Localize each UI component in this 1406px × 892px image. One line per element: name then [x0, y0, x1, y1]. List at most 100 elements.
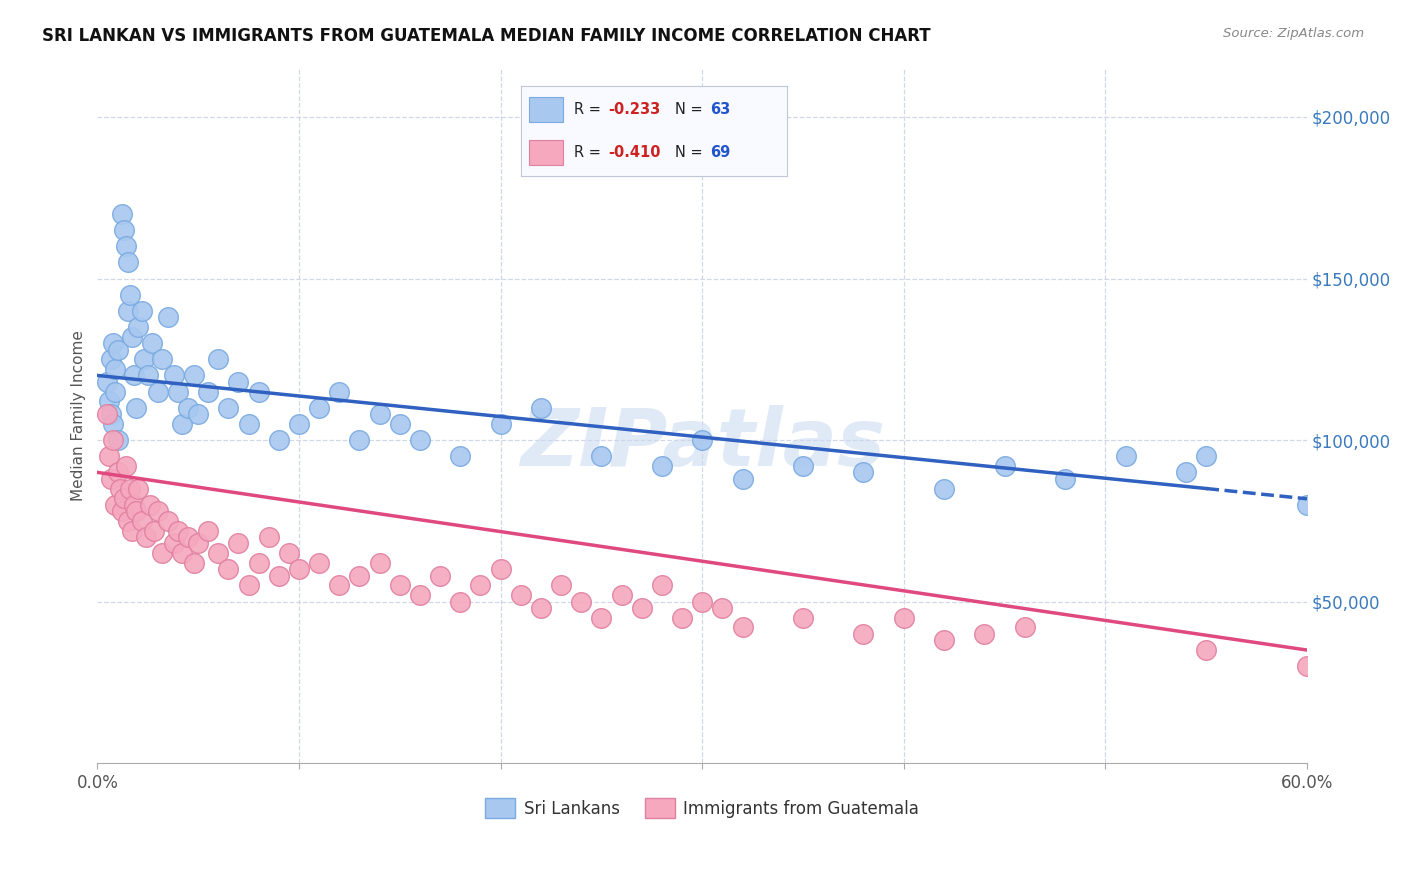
Point: [98, 449, 121, 463]
Point: [183, 368, 205, 383]
Point: [100, 352, 122, 367]
Point: [103, 433, 125, 447]
Point: [852, 627, 875, 641]
Point: [509, 588, 531, 602]
Point: [1054, 472, 1077, 486]
Point: [1195, 643, 1218, 657]
Point: [163, 536, 186, 550]
Point: [711, 601, 734, 615]
Point: [131, 303, 153, 318]
Point: [308, 401, 330, 415]
Point: [197, 384, 219, 399]
Point: [530, 401, 553, 415]
Point: [368, 407, 391, 421]
Point: [167, 384, 190, 399]
Point: [132, 352, 155, 367]
Point: [139, 498, 162, 512]
Point: [550, 578, 572, 592]
Point: [630, 601, 652, 615]
Point: [103, 417, 125, 431]
Point: [167, 524, 190, 538]
Point: [973, 627, 995, 641]
Point: [470, 578, 492, 592]
Point: [328, 384, 350, 399]
Point: [183, 556, 205, 570]
Point: [127, 320, 149, 334]
Point: [177, 401, 200, 415]
Point: [118, 287, 141, 301]
Point: [257, 530, 280, 544]
Point: [150, 546, 173, 560]
Point: [107, 466, 129, 480]
Point: [429, 568, 451, 582]
Point: [932, 482, 955, 496]
Point: [288, 417, 311, 431]
Point: [1296, 498, 1319, 512]
Legend: Sri Lankans, Immigrants from Guatemala: Sri Lankans, Immigrants from Guatemala: [479, 792, 925, 824]
Point: [449, 594, 471, 608]
Point: [114, 458, 136, 473]
Point: [932, 633, 955, 648]
Point: [96, 407, 118, 421]
Point: [150, 352, 173, 367]
Point: [135, 530, 157, 544]
Point: [349, 568, 371, 582]
Point: [100, 472, 122, 486]
Point: [1175, 466, 1198, 480]
Point: [217, 401, 239, 415]
Point: [146, 384, 169, 399]
Point: [994, 458, 1017, 473]
Point: [141, 336, 163, 351]
Point: [267, 568, 290, 582]
Point: [247, 384, 270, 399]
Point: [1195, 449, 1218, 463]
Point: [104, 498, 127, 512]
Point: [228, 536, 250, 550]
Point: [197, 524, 219, 538]
Point: [121, 329, 143, 343]
Point: [142, 524, 165, 538]
Point: [893, 611, 915, 625]
Point: [110, 207, 132, 221]
Point: [388, 578, 411, 592]
Point: [690, 433, 713, 447]
Point: [112, 223, 135, 237]
Point: [156, 310, 179, 325]
Point: [1014, 620, 1036, 634]
Point: [651, 578, 673, 592]
Point: [449, 449, 471, 463]
Point: [569, 594, 592, 608]
Point: [591, 611, 613, 625]
Point: [368, 556, 391, 570]
Point: [238, 578, 260, 592]
Point: [122, 498, 145, 512]
Point: [127, 482, 149, 496]
Point: [228, 375, 250, 389]
Point: [308, 556, 330, 570]
Point: [124, 401, 146, 415]
Point: [112, 491, 135, 506]
Point: [591, 449, 613, 463]
Point: [110, 504, 132, 518]
Point: [489, 562, 512, 576]
Point: [349, 433, 371, 447]
Point: [100, 407, 122, 421]
Point: [277, 546, 299, 560]
Point: [163, 368, 186, 383]
Point: [170, 546, 193, 560]
Point: [1115, 449, 1137, 463]
Point: [114, 239, 136, 253]
Text: SRI LANKAN VS IMMIGRANTS FROM GUATEMALA MEDIAN FAMILY INCOME CORRELATION CHART: SRI LANKAN VS IMMIGRANTS FROM GUATEMALA …: [42, 27, 931, 45]
Point: [530, 601, 553, 615]
Point: [131, 514, 153, 528]
Point: [117, 303, 139, 318]
Point: [267, 433, 290, 447]
Point: [792, 611, 814, 625]
Point: [671, 611, 693, 625]
Point: [328, 578, 350, 592]
Point: [409, 433, 432, 447]
Point: [187, 536, 209, 550]
Point: [207, 352, 229, 367]
Point: [792, 458, 814, 473]
Point: [217, 562, 239, 576]
